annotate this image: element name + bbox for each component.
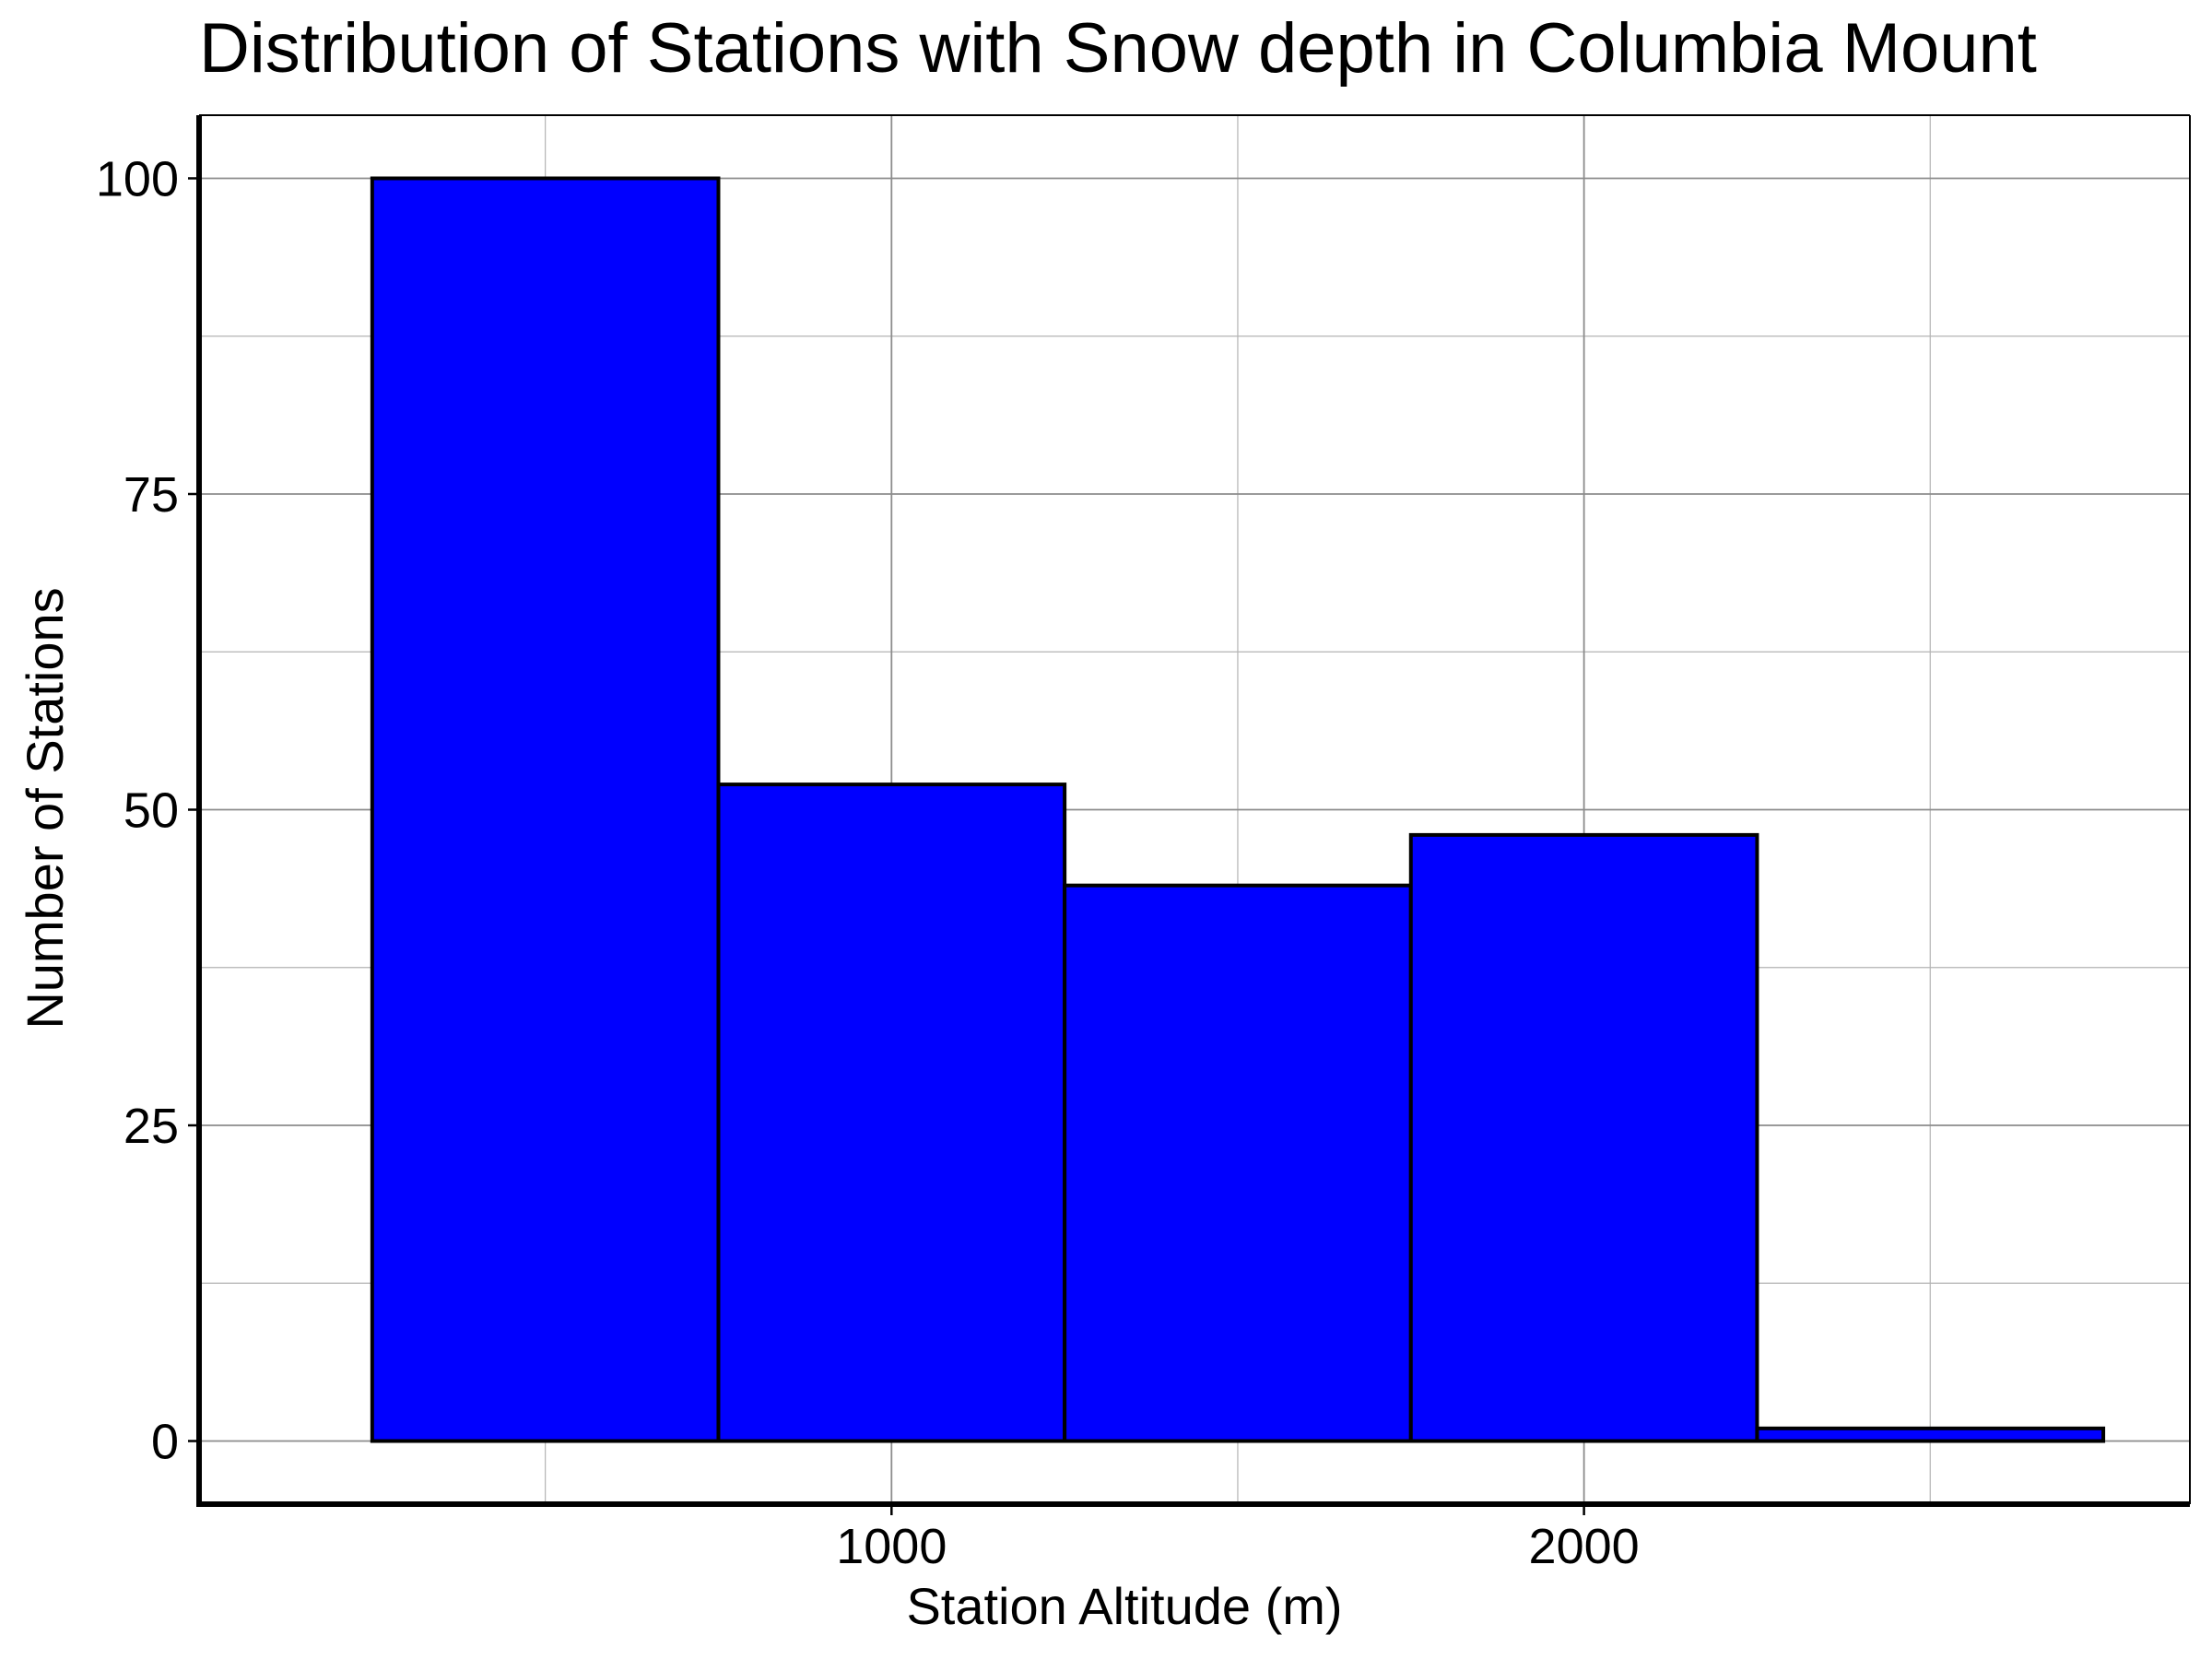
histogram-bar-1 xyxy=(370,176,721,1443)
histogram-bars xyxy=(370,176,2106,1443)
histogram-bar-2 xyxy=(716,782,1067,1443)
plot-frame xyxy=(196,114,2191,1507)
y-tick-label: 25 xyxy=(124,1099,179,1154)
y-tick-label: 100 xyxy=(96,152,179,207)
histogram-bar-3 xyxy=(1063,883,1413,1443)
chart-title: Distribution of Stations with Snow depth… xyxy=(199,9,2037,88)
y-tick-label: 0 xyxy=(151,1415,179,1470)
histogram-bar-5 xyxy=(1755,1426,2106,1443)
y-tick-label: 50 xyxy=(124,783,179,839)
x-tick-label: 1000 xyxy=(836,1519,947,1574)
x-axis-label: Station Altitude (m) xyxy=(906,1577,1342,1635)
histogram-bar-4 xyxy=(1408,832,1759,1443)
y-axis-label: Number of Stations xyxy=(16,587,74,1029)
y-tick-label: 75 xyxy=(124,467,179,523)
axis-ticks: 0 25 50 75 100 1000 2000 xyxy=(96,152,1640,1575)
x-tick-label: 2000 xyxy=(1529,1519,1640,1574)
